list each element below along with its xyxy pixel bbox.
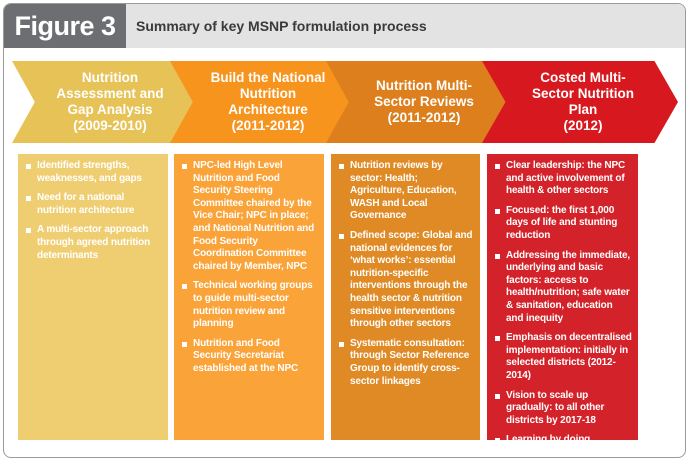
bullet: Technical working groups to guide multi-… xyxy=(182,280,318,330)
bullet: NPC-led High Level Nutrition and Food Se… xyxy=(182,160,318,273)
stage-period: (2009-2010) xyxy=(73,118,147,133)
bullet: Vision to scale up gradually: to all oth… xyxy=(495,390,632,428)
bullet: Defined scope: Global and national evide… xyxy=(339,230,474,331)
stage-header: Nutrition Assessment and Gap Analysis (20… xyxy=(12,61,202,143)
stage-period: (2011-2012) xyxy=(231,118,305,133)
stage-header: Build the National Nutrition Architectur… xyxy=(170,61,360,143)
bullet: Systematic consultation: through Sector … xyxy=(339,338,474,388)
stage-period: (2011-2012) xyxy=(387,110,461,125)
stage-box: Clear leadership: the NPC and active inv… xyxy=(487,154,638,457)
bullet-list: Clear leadership: the NPC and active inv… xyxy=(495,160,632,457)
figure-frame: Figure 3 Summary of key MSNP formulation… xyxy=(3,3,686,458)
stage-title: Nutrition Assessment and Gap Analysis xyxy=(56,70,164,117)
bullet: Addressing the immediate, underlying and… xyxy=(495,250,632,326)
header: Figure 3 Summary of key MSNP formulation… xyxy=(4,4,685,48)
figure-label: Figure 3 xyxy=(4,4,126,48)
bullet-list: Nutrition reviews by sector: Health; Agr… xyxy=(339,160,474,388)
bullet-list: Identified strengths, weaknesses, and ga… xyxy=(26,160,162,262)
bullet: Learning by doing approach xyxy=(495,434,632,457)
stage-title: Build the National Nutrition Architectur… xyxy=(210,70,326,117)
stage-box: Identified strengths, weaknesses, and ga… xyxy=(18,154,168,440)
stage-header: Nutrition Multi-Sector Reviews (2011-2012… xyxy=(326,61,516,143)
bullet: Clear leadership: the NPC and active inv… xyxy=(495,160,632,198)
bullet: Need for a national nutrition architectu… xyxy=(26,192,162,217)
bullet: Identified strengths, weaknesses, and ga… xyxy=(26,160,162,185)
stage-title: Costed Multi-Sector Nutrition Plan xyxy=(531,70,634,117)
bullet: Focused: the first 1,000 days of life an… xyxy=(495,205,632,243)
stage-period: (2012) xyxy=(563,118,603,133)
bullet: Emphasis on decentralised implementation… xyxy=(495,332,632,382)
bullet: A multi-sector approach through agreed n… xyxy=(26,224,162,262)
stage-box: Nutrition reviews by sector: Health; Agr… xyxy=(331,154,480,440)
stage-title: Nutrition Multi-Sector Reviews xyxy=(374,78,474,109)
bullet: Nutrition and Food Security Secretariat … xyxy=(182,338,318,376)
bullet-list: NPC-led High Level Nutrition and Food Se… xyxy=(182,160,318,376)
bullet: Nutrition reviews by sector: Health; Agr… xyxy=(339,160,474,223)
stage-header: Costed Multi-Sector Nutrition Plan (2012) xyxy=(482,61,678,143)
figure-title: Summary of key MSNP formulation process xyxy=(136,18,427,34)
stage-box: NPC-led High Level Nutrition and Food Se… xyxy=(174,154,324,440)
